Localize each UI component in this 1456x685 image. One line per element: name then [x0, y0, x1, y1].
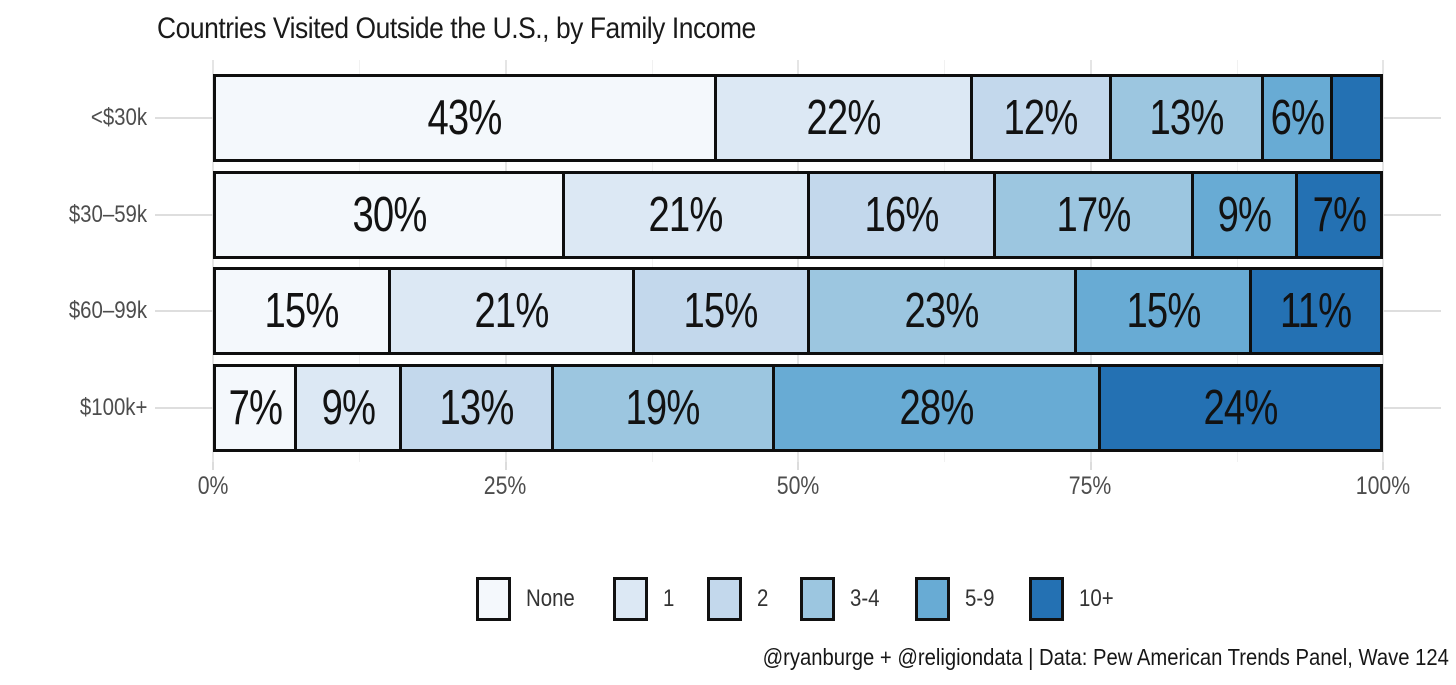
gridline-minor — [651, 60, 653, 462]
gridline-major — [797, 60, 799, 462]
bar-segment: 21% — [565, 173, 810, 256]
bar-segment: 9% — [297, 366, 403, 449]
bar-segment: 24% — [1100, 366, 1380, 449]
legend-item: None — [475, 577, 583, 621]
bar-row: 43% 22% 12% 13% 6% — [213, 74, 1383, 162]
y-axis-label: <$30k — [90, 104, 147, 131]
gridline-minor — [944, 60, 946, 462]
bar-row: 30% 21% 16% 17% 9% 7% — [213, 170, 1383, 259]
chart-title: Countries Visited Outside the U.S., by F… — [157, 12, 756, 45]
bar-row: 15% 21% 15% 23% 15% 11% — [213, 267, 1383, 356]
bar-segment: 7% — [1298, 173, 1380, 256]
bar-segment: 19% — [553, 366, 775, 449]
bar-segment-label: 9% — [321, 380, 376, 435]
bar-segment-label: 21% — [474, 284, 549, 339]
bar-segment-label: 7% — [228, 380, 283, 435]
legend-label: None — [525, 585, 575, 612]
bar-segment-label: 7% — [1312, 187, 1367, 242]
bar-segment-label: 15% — [683, 284, 759, 339]
gridline-major — [1382, 60, 1384, 462]
bar-segment-label: 6% — [1270, 91, 1324, 145]
bar-segment-label: 13% — [1149, 91, 1224, 145]
bar-segment-label: 19% — [625, 380, 701, 435]
bar-segment-label: 15% — [1126, 284, 1201, 339]
bar-segment: 23% — [809, 270, 1078, 353]
bar-segment: 22% — [716, 77, 973, 159]
legend-label: 3-4 — [850, 585, 880, 612]
bar-segment-label: 21% — [648, 187, 724, 242]
x-axis-tick-label: 0% — [197, 472, 229, 500]
y-axis-label: $100k+ — [79, 393, 147, 421]
x-axis-tick — [212, 462, 214, 470]
legend-label: 10+ — [1079, 585, 1114, 612]
bar-segment-label: 11% — [1280, 284, 1352, 339]
y-axis-label: $60–99k — [68, 297, 147, 325]
bar-segment-label: 24% — [1203, 380, 1278, 435]
bar-segment-label: 43% — [427, 91, 503, 145]
bar-segment: 9% — [1193, 173, 1299, 256]
x-axis-tick-label: 100% — [1355, 472, 1411, 500]
legend: None 1 2 3-4 5-9 10+ — [155, 576, 1441, 622]
bar-segment: 17% — [995, 173, 1194, 256]
bar-segment: 15% — [216, 270, 391, 353]
y-axis-label: $30–59k — [68, 200, 147, 228]
bar-segment-label: 22% — [805, 91, 881, 145]
gridline-major — [1089, 60, 1092, 462]
bar-segment: 13% — [1112, 77, 1264, 159]
x-axis-tick — [504, 462, 507, 470]
x-axis-tick-label: 50% — [776, 472, 820, 500]
x-axis-tick — [1382, 462, 1384, 470]
legend-item: 10+ — [1029, 577, 1120, 621]
legend-label: 2 — [756, 585, 768, 612]
x-axis-tick — [1089, 462, 1092, 470]
legend-swatch — [706, 577, 742, 621]
bar-segment: 6% — [1263, 77, 1334, 159]
bar-segment: 28% — [774, 366, 1101, 449]
bar-segment: 11% — [1251, 270, 1380, 353]
x-axis-tick-label: 25% — [484, 472, 527, 500]
bar-segment-label: 9% — [1217, 187, 1272, 242]
legend-label: 1 — [663, 585, 675, 612]
bar-segment-label: 23% — [904, 284, 980, 339]
legend-item: 1 — [613, 577, 676, 621]
legend-label: 5-9 — [964, 585, 995, 612]
legend-swatch — [613, 577, 649, 621]
gridline-minor — [359, 60, 361, 462]
gridline-major — [504, 60, 507, 462]
gridline-minor — [1236, 60, 1238, 462]
bar-segment: 16% — [809, 173, 996, 256]
bar-segment: 7% — [216, 366, 298, 449]
x-axis-tick — [797, 462, 799, 470]
bar-segment: 15% — [635, 270, 810, 353]
legend-item: 3-4 — [800, 577, 885, 621]
bar-segment: 30% — [216, 173, 566, 256]
bar-segment: 13% — [402, 366, 554, 449]
bar-segment-label: 12% — [1003, 91, 1079, 145]
bar-segment: 43% — [216, 77, 717, 159]
legend-swatch — [475, 577, 511, 621]
bar-segment — [1333, 77, 1380, 159]
caption: @ryanburge + @religiondata | Data: Pew A… — [762, 644, 1449, 670]
bar-segment: 12% — [972, 77, 1113, 159]
bar-segment-label: 16% — [864, 187, 939, 242]
gridline-major — [212, 60, 214, 462]
legend-item: 5-9 — [914, 577, 1000, 621]
bar-segment-label: 17% — [1056, 187, 1131, 242]
bar-segment: 21% — [390, 270, 636, 353]
legend-swatch — [914, 577, 950, 621]
legend-item: 2 — [706, 577, 770, 621]
x-axis-tick-label: 75% — [1069, 472, 1112, 500]
bar-segment-label: 30% — [352, 187, 427, 242]
bar-segment-label: 13% — [439, 380, 514, 435]
legend-swatch — [800, 577, 835, 621]
bar-segment: 15% — [1077, 270, 1252, 353]
bar-segment-label: 15% — [264, 284, 340, 339]
bar-segment-label: 28% — [899, 380, 974, 435]
legend-swatch — [1029, 577, 1065, 621]
bar-row: 7% 9% 13% 19% 28% 24% — [213, 363, 1383, 452]
